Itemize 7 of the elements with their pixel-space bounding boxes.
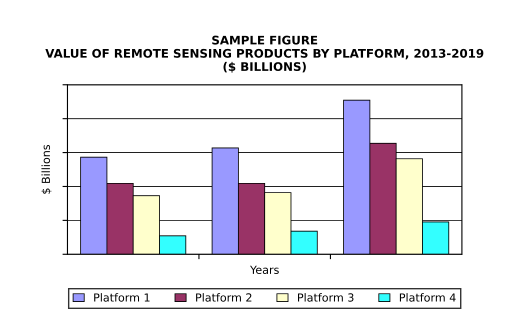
legend-label: Platform 4 [400,293,456,302]
legend-label: Platform 1 [94,293,150,302]
chart-title: SAMPLE FIGURE VALUE OF REMOTE SENSING PRODUCTS BY PLATFORM, 2013-2019 ($ BILLIONS) [45,36,484,73]
legend-label: Platform 3 [298,293,354,302]
legend-label: Platform 2 [196,293,252,302]
y-axis-title: $ Billions [41,144,52,194]
x-axis-title: Years [250,266,279,274]
